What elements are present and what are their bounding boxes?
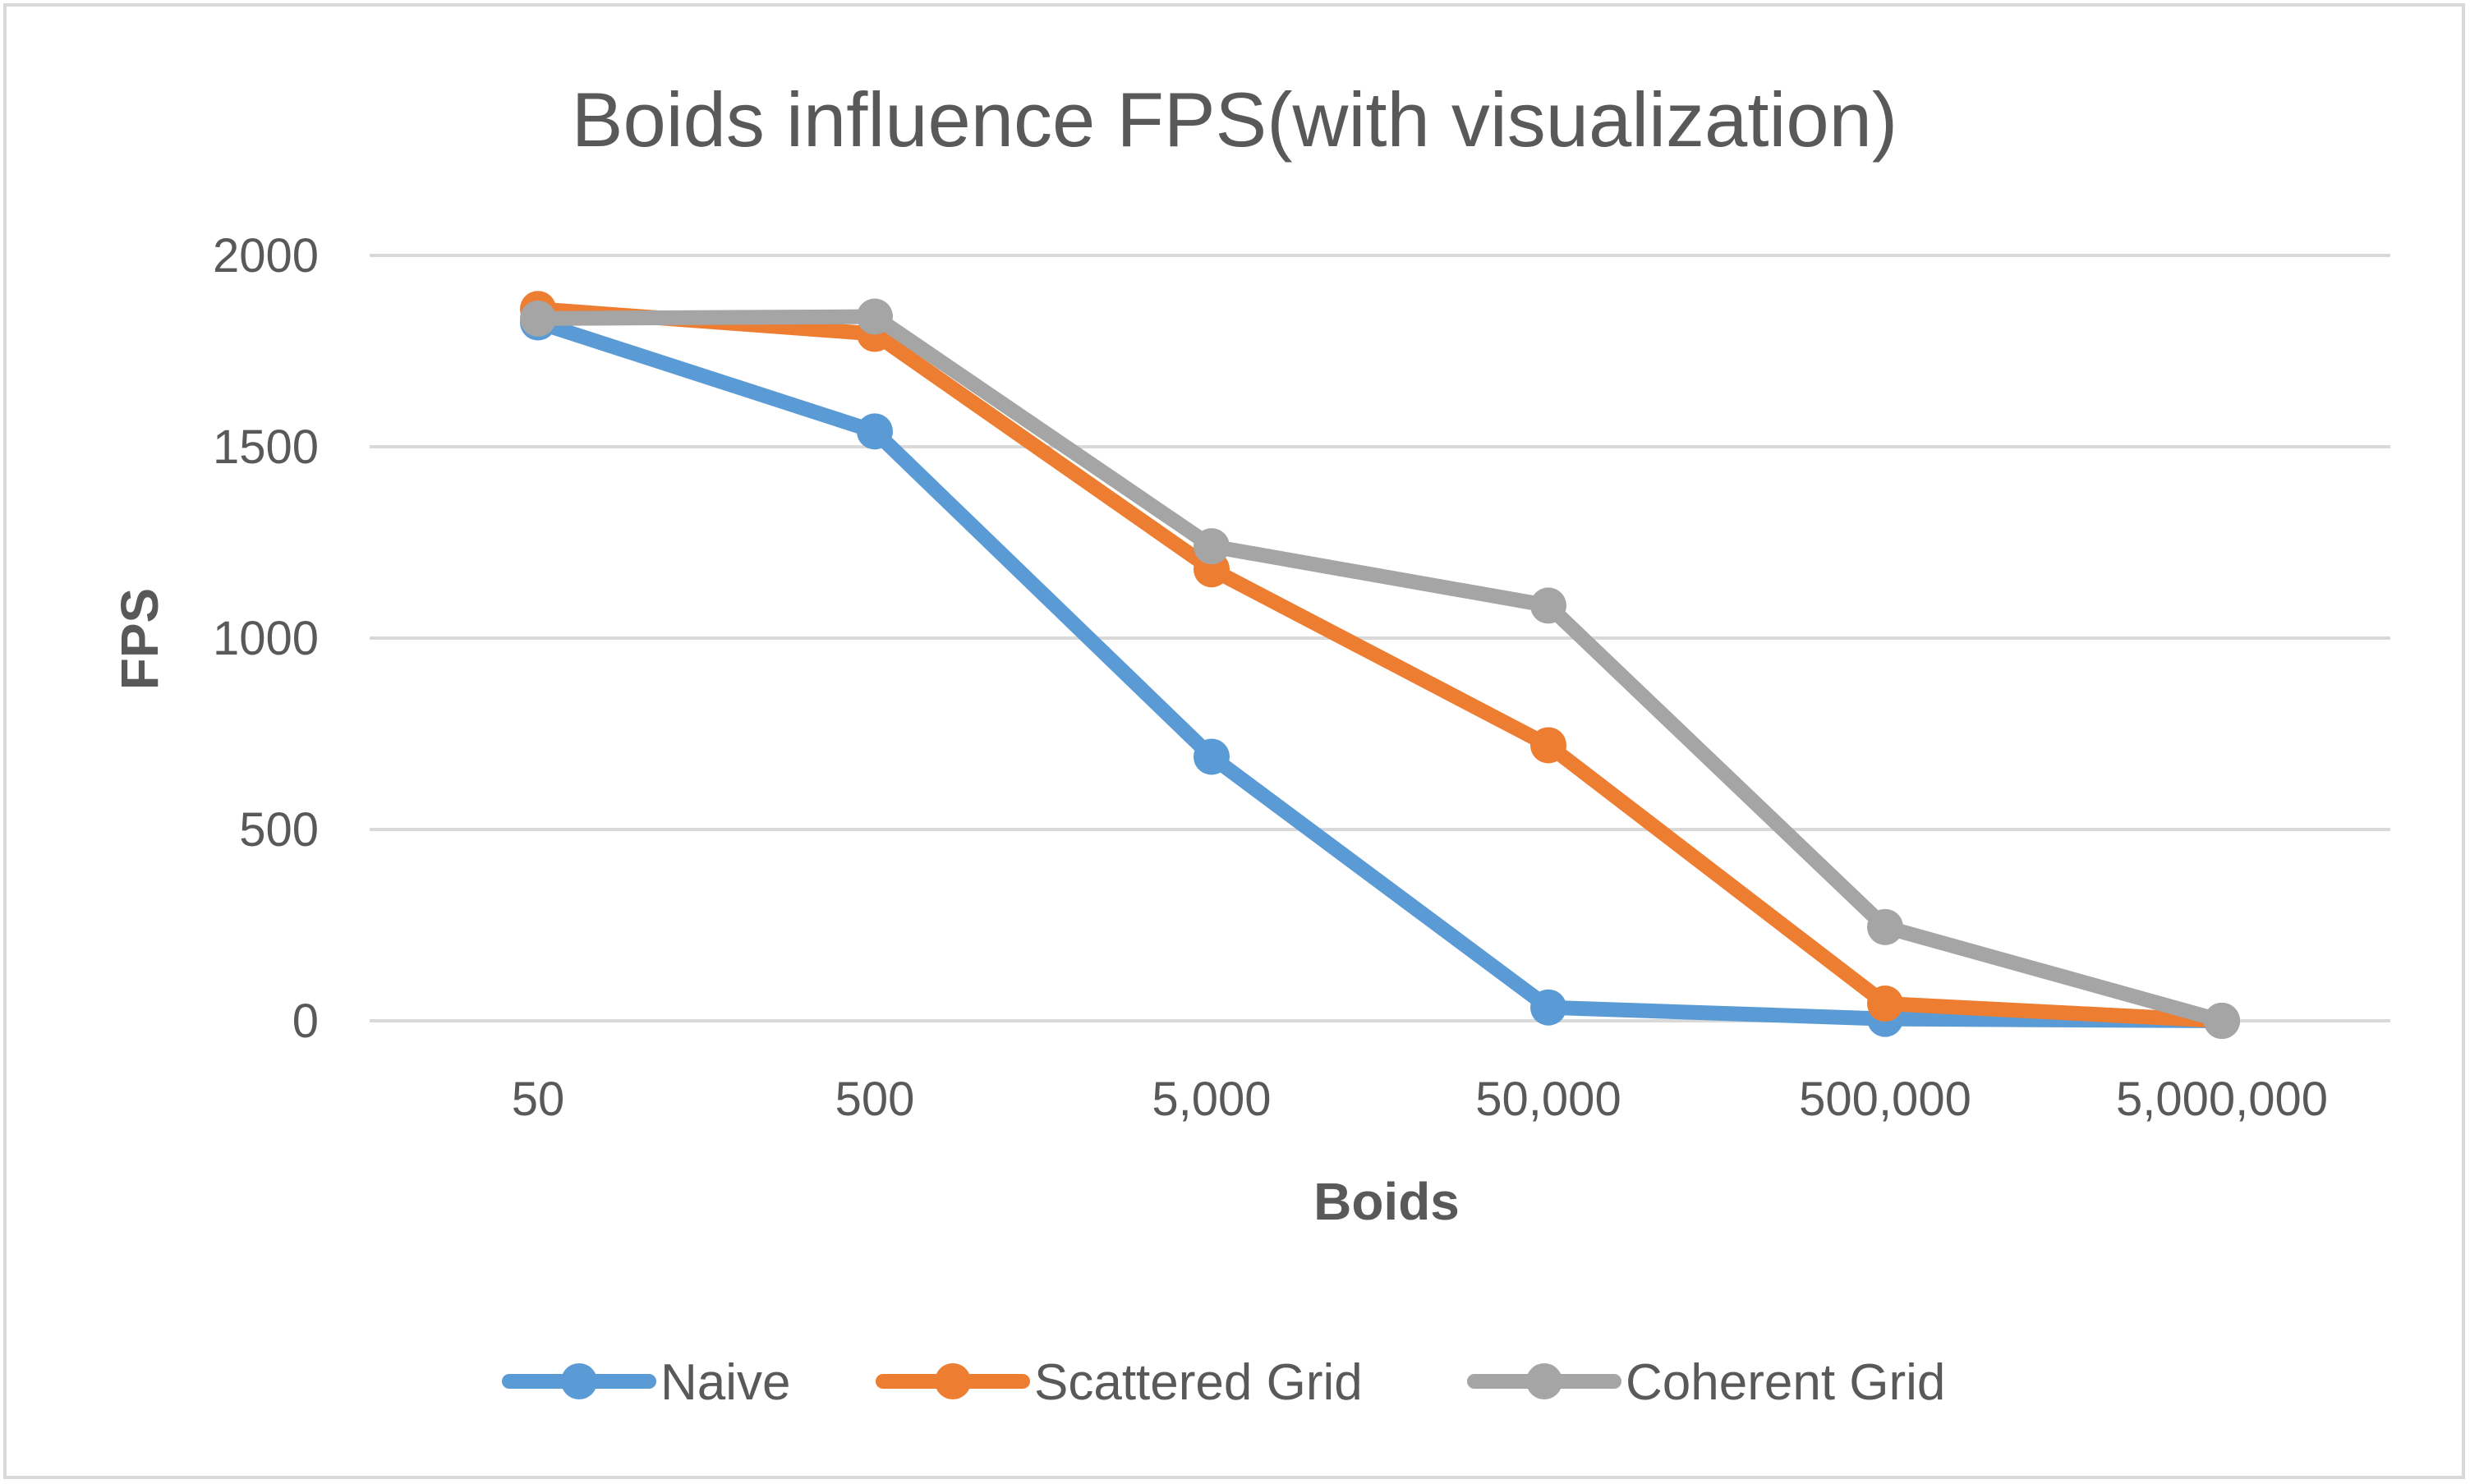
legend-label: Coherent Grid [1626,1354,1945,1411]
series-line [531,301,2229,1028]
legend-label: Naive [660,1354,791,1411]
legend-swatch-marker [1526,1363,1562,1399]
y-tick-label: 1000 [213,612,319,665]
x-tick-label: 5,000,000 [2116,1073,2328,1126]
data-point [2204,1003,2240,1039]
data-point [1194,528,1230,565]
x-axis-title: Boids [1313,1172,1460,1231]
series-coherent-grid [520,298,2240,1039]
y-tick-label: 500 [239,803,319,857]
legend-item: Coherent Grid [1467,1354,1945,1411]
chart-frame [3,3,2465,1479]
data-point [520,300,556,337]
y-tick-label: 2000 [213,229,319,283]
x-tick-label: 50,000 [1475,1073,1621,1126]
y-axis-ticks: 0 500 1000 1500 2000 [213,229,319,1048]
y-tick-label: 0 [292,995,319,1048]
series-line [531,315,2229,1028]
legend-label: Scattered Grid [1034,1354,1363,1411]
chart-title: Boids influence FPS(with visualization) [572,76,1897,163]
data-point [1530,989,1566,1026]
data-point [857,413,893,450]
x-tick-label: 500 [835,1073,915,1126]
x-tick-label: 500,000 [1799,1073,1971,1126]
data-point [1194,738,1230,775]
x-axis-ticks: 50 500 5,000 50,000 500,000 5,000,000 [512,1073,2328,1126]
legend-swatch-marker [561,1363,597,1399]
data-point [857,298,893,335]
series-naive [520,304,2240,1039]
x-tick-label: 5,000 [1152,1073,1271,1126]
legend-item: Scattered Grid [876,1354,1363,1411]
y-tick-label: 1500 [213,420,319,474]
data-point [1530,727,1566,764]
data-point [1867,986,1903,1022]
data-point [1530,587,1566,624]
x-tick-label: 50 [512,1073,565,1126]
legend: Naive Scattered Grid Coherent Grid [502,1354,1945,1411]
legend-item: Naive [502,1354,791,1411]
series-line [531,309,2229,1028]
data-point [1867,908,1903,945]
y-axis-title: FPS [110,588,169,690]
series-lines [520,291,2240,1039]
legend-swatch-marker [935,1363,971,1399]
